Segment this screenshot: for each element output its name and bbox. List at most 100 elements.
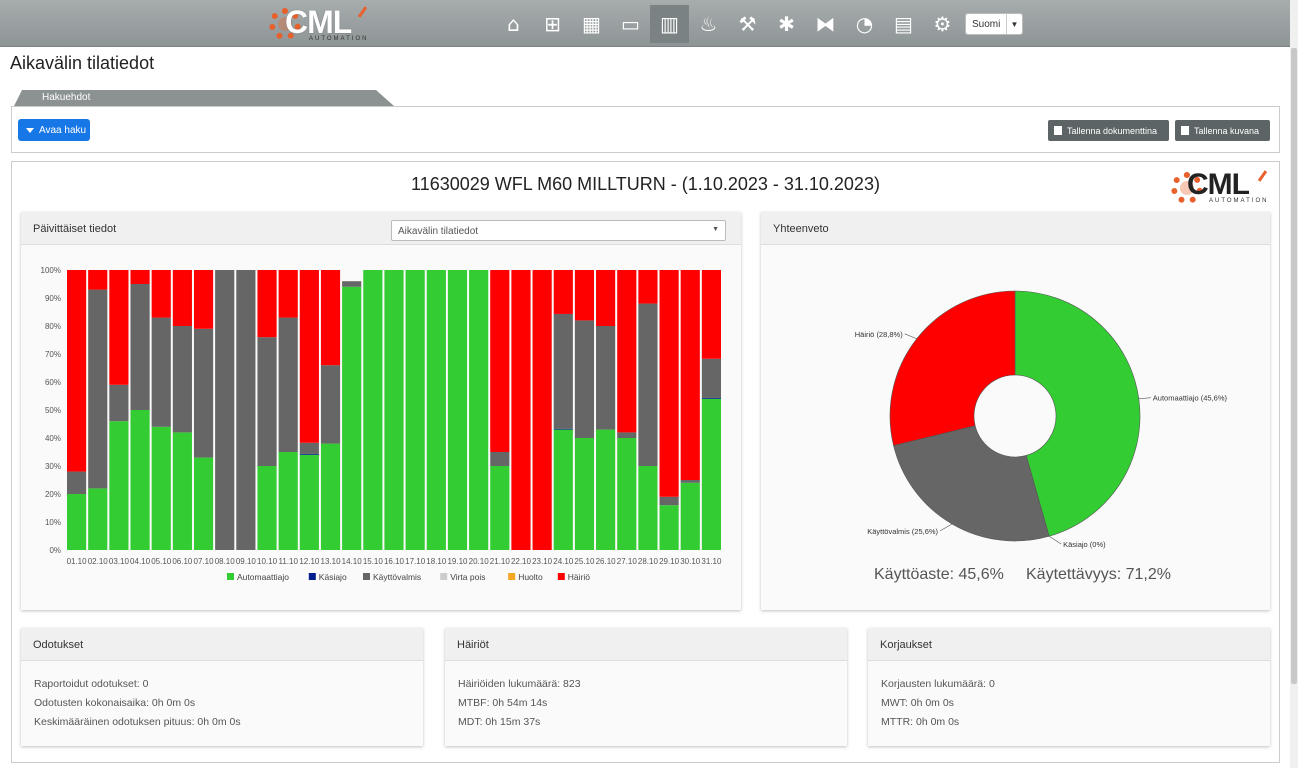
bar-segment	[257, 270, 277, 338]
save-image-button[interactable]: Tallenna kuvana	[1175, 120, 1270, 141]
bar-chart-icon[interactable]: ▥	[650, 5, 689, 43]
gear-icon[interactable]: ⚙	[933, 12, 952, 36]
waits-card-header: Odotukset	[21, 628, 423, 661]
bar-segment	[574, 320, 595, 438]
x-tick-label: 10.10	[257, 557, 278, 566]
flame-icon[interactable]: ♨	[699, 12, 718, 36]
bar-segment	[320, 443, 341, 550]
x-tick-label: 05.10	[151, 557, 172, 566]
donut-slice	[889, 290, 1016, 446]
summary-card-header: Yhteenveto	[761, 212, 1270, 245]
top-navbar: CML AUTOMATION ⌂ ⊞ ▦ ▭ ▥ ♨ ⚒ ✱ ⧓ ◔ ▤ ⚙ S…	[0, 0, 1290, 47]
y-tick-label: 0%	[49, 546, 61, 555]
chevron-down-icon: ▼	[1006, 14, 1022, 34]
repairs-card: Korjaukset Korjausten lukumäärä: 0 MWT: …	[868, 628, 1270, 746]
x-tick-label: 09.10	[236, 557, 257, 566]
legend-label: Automaattiajo	[237, 572, 289, 582]
search-tab-label: Hakuehdot	[42, 92, 91, 103]
pie-chart-icon[interactable]: ◔	[855, 12, 874, 36]
bar-segment	[130, 270, 150, 284]
bar-segment	[532, 270, 552, 550]
open-search-button[interactable]: Avaa haku	[18, 119, 90, 141]
waits-total-time: Odotusten kokonaisaika: 0h 0m 0s	[34, 697, 196, 709]
bar-segment	[659, 270, 679, 497]
bar-segment	[617, 432, 637, 438]
legend-swatch	[440, 573, 448, 580]
bar-segment	[384, 270, 404, 550]
x-tick-label: 08.10	[215, 557, 236, 566]
x-tick-label: 17.10	[405, 557, 426, 566]
repairs-mwt: MWT: 0h 0m 0s	[881, 697, 954, 709]
bar-segment	[596, 270, 616, 326]
waits-card: Odotukset Raportoidut odotukset: 0 Odotu…	[21, 628, 423, 746]
bar-segment	[130, 284, 150, 410]
save-document-button[interactable]: Tallenna dokumenttina	[1048, 120, 1169, 141]
grid-icon[interactable]: ⊞	[544, 12, 561, 36]
logo-text: CML	[285, 4, 352, 40]
bar-segment	[701, 397, 721, 399]
x-tick-label: 07.10	[194, 557, 215, 566]
home-icon[interactable]: ⌂	[507, 12, 520, 36]
logo-subtext: AUTOMATION	[309, 36, 369, 42]
x-tick-label: 26.10	[596, 557, 617, 566]
x-tick-label: 25.10	[574, 557, 595, 566]
calculator-icon[interactable]: ▤	[894, 12, 913, 36]
bar-segment	[320, 270, 341, 366]
y-tick-label: 30%	[45, 462, 61, 471]
faults-card-header: Häiriöt	[445, 628, 847, 661]
bug-icon[interactable]: ✱	[778, 12, 795, 36]
repairs-count: Korjausten lukumäärä: 0	[881, 678, 995, 690]
page-title: Aikavälin tilatiedot	[10, 53, 155, 73]
dashboard-icon[interactable]: ▦	[582, 12, 601, 36]
bar-segment	[701, 398, 721, 550]
view-select[interactable]: Aikavälin tilatiedot ▼	[391, 220, 726, 241]
bar-segment	[659, 496, 679, 506]
wrench-icon[interactable]: ⚒	[738, 12, 757, 36]
faults-count: Häiriöiden lukumäärä: 823	[458, 678, 581, 690]
tags-icon[interactable]: ⧓	[815, 12, 836, 36]
y-tick-label: 40%	[45, 434, 61, 443]
bar-segment	[405, 270, 425, 550]
language-value: Suomi	[972, 18, 1001, 30]
x-tick-label: 06.10	[172, 557, 193, 566]
y-tick-label: 90%	[45, 294, 61, 303]
bar-segment	[659, 505, 679, 550]
bar-segment	[257, 466, 277, 550]
cml-logo[interactable]: CML AUTOMATION	[269, 4, 373, 42]
bar-segment	[553, 428, 573, 430]
y-tick-label: 20%	[45, 490, 61, 499]
legend-swatch	[227, 573, 234, 580]
y-tick-label: 60%	[45, 378, 61, 387]
bar-segment	[553, 429, 573, 550]
bar-segment	[680, 270, 700, 480]
waits-card-title: Odotukset	[33, 639, 84, 651]
waits-average: Keskimääräinen odotuksen pituus: 0h 0m 0…	[34, 716, 241, 728]
bar-segment	[151, 270, 171, 318]
x-tick-label: 30.10	[680, 557, 701, 566]
legend-swatch	[363, 573, 370, 580]
bar-segment	[553, 270, 573, 314]
logo-gear-icon	[269, 8, 301, 40]
bar-segment	[426, 270, 446, 550]
utilization-kpi: Käyttöaste: 45,6%	[874, 566, 1004, 583]
vertical-scrollbar-thumb[interactable]	[1291, 48, 1297, 684]
bar-segment	[638, 466, 658, 550]
x-tick-label: 21.10	[490, 557, 511, 566]
bar-segment	[151, 317, 171, 427]
bar-segment	[342, 281, 362, 287]
donut-slice	[1014, 290, 1141, 537]
bar-segment	[511, 270, 531, 550]
slice-label: Häiriö (28,8%)	[855, 330, 903, 339]
slice-label: Automaattiajo (45,6%)	[1153, 394, 1228, 403]
legend-label: Huolto	[518, 572, 543, 582]
caret-down-icon	[26, 127, 34, 133]
language-select[interactable]: Suomi ▼	[965, 13, 1023, 35]
x-tick-label: 19.10	[447, 557, 468, 566]
search-tab[interactable]: Hakuehdot	[14, 90, 394, 106]
summary-card: Yhteenveto Automaattiajo (45,6%) Käsiajo …	[761, 212, 1270, 610]
x-tick-label: 20.10	[469, 557, 490, 566]
tablet-icon[interactable]: ▭	[621, 12, 640, 36]
bar-segment	[67, 471, 87, 494]
bar-segment	[469, 270, 489, 550]
repairs-card-header: Korjaukset	[868, 628, 1270, 661]
